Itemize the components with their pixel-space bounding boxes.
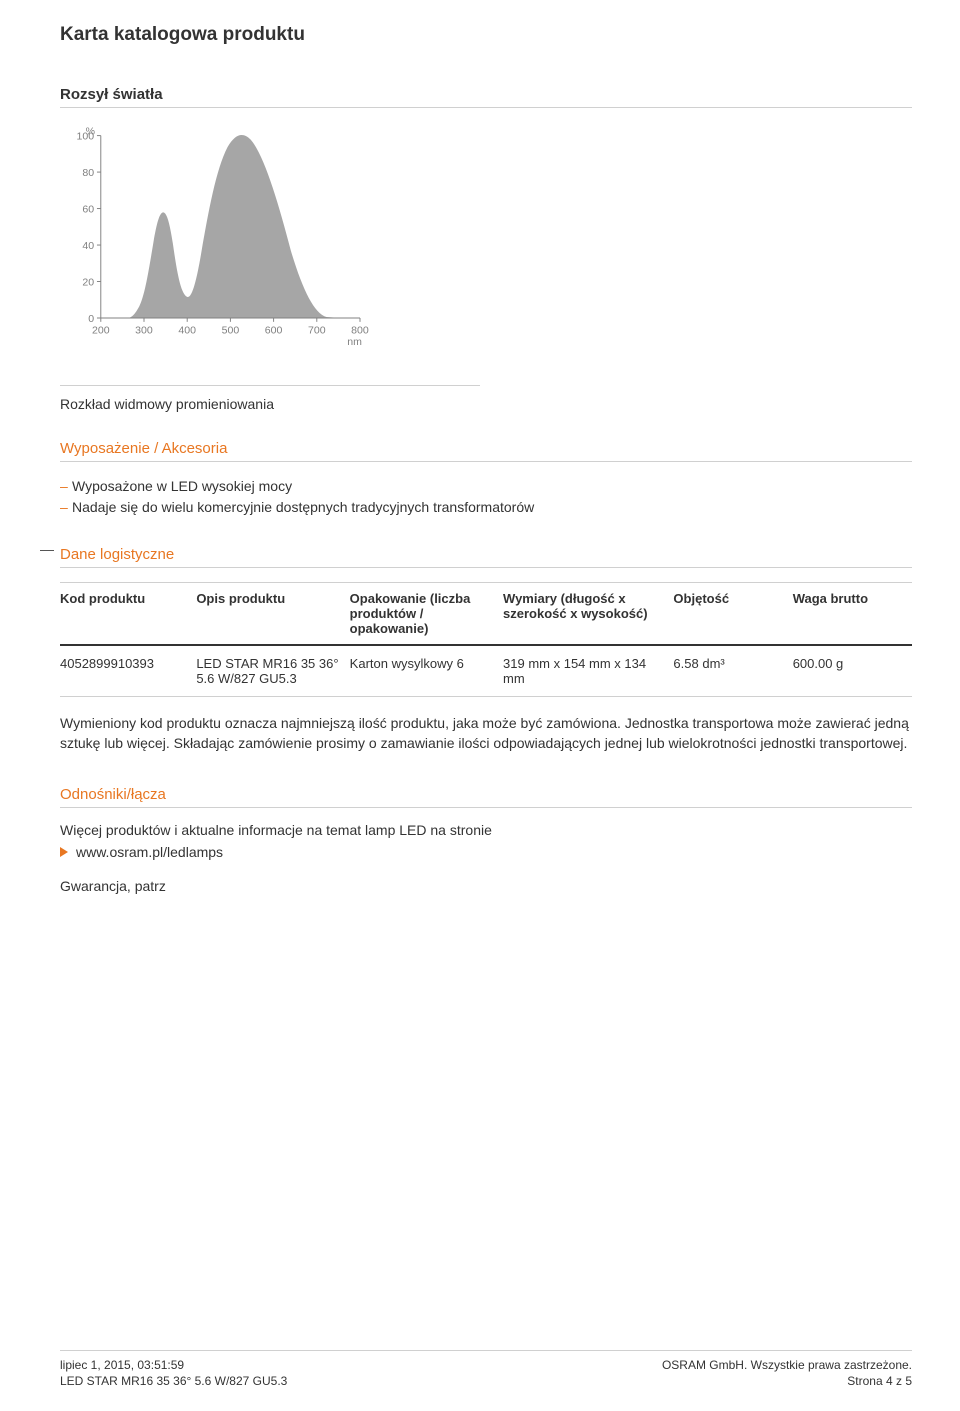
svg-text:600: 600 (265, 324, 283, 336)
page-content: Karta katalogowa produktu Rozsył światła… (0, 0, 960, 894)
table-note: Wymieniony kod produktu oznacza najmniej… (60, 713, 912, 754)
list-item: Wyposażone w LED wysokiej mocy (60, 476, 912, 497)
svg-text:%: % (86, 126, 95, 138)
page-footer: lipiec 1, 2015, 03:51:59 LED STAR MR16 3… (60, 1350, 912, 1389)
svg-text:300: 300 (135, 324, 153, 336)
svg-text:nm: nm (347, 336, 362, 348)
svg-text:500: 500 (222, 324, 240, 336)
spectrum-chart: 020406080100%200300400500600700800nm (60, 126, 912, 371)
svg-text:40: 40 (82, 240, 94, 252)
svg-text:400: 400 (178, 324, 196, 336)
td-opis: LED STAR MR16 35 36° 5.6 W/827 GU5.3 (196, 645, 349, 697)
footer-rights: OSRAM GmbH. Wszystkie prawa zastrzeżone. (662, 1357, 912, 1373)
page-title: Karta katalogowa produktu (60, 24, 912, 46)
th-wym: Wymiary (długość x szerokość x wysokość) (503, 583, 673, 646)
link-text: www.osram.pl/ledlamps (76, 844, 223, 860)
accessories-list: Wyposażone w LED wysokiej mocy Nadaje si… (60, 476, 912, 518)
footer-product: LED STAR MR16 35 36° 5.6 W/827 GU5.3 (60, 1373, 287, 1389)
footer-right: OSRAM GmbH. Wszystkie prawa zastrzeżone.… (662, 1357, 912, 1389)
td-opak: Karton wysylkowy 6 (350, 645, 503, 697)
chart-caption-rule (60, 385, 480, 386)
td-obj: 6.58 dm³ (673, 645, 792, 697)
logistics-table: Kod produktu Opis produktu Opakowanie (l… (60, 582, 912, 697)
svg-text:20: 20 (82, 276, 94, 288)
th-obj: Objętość (673, 583, 792, 646)
td-waga: 600.00 g (793, 645, 912, 697)
svg-text:800: 800 (351, 324, 369, 336)
td-wym: 319 mm x 154 mm x 134 mm (503, 645, 673, 697)
section-rozsyl-swiatla: Rozsył światła (60, 86, 912, 108)
svg-text:60: 60 (82, 203, 94, 215)
section-odnosniki: Odnośniki/łącza (60, 786, 912, 808)
svg-text:700: 700 (308, 324, 326, 336)
list-item: Nadaje się do wielu komercyjnie dostępny… (60, 497, 912, 518)
section-dane-logistyczne: Dane logistyczne (60, 546, 912, 568)
margin-tick (40, 550, 54, 551)
chart-caption: Rozkład widmowy promieniowania (60, 396, 912, 412)
svg-text:80: 80 (82, 167, 94, 179)
svg-text:0: 0 (88, 313, 94, 325)
table-row: 4052899910393 LED STAR MR16 35 36° 5.6 W… (60, 645, 912, 697)
warranty-text: Gwarancja, patrz (60, 878, 912, 894)
svg-text:200: 200 (92, 324, 110, 336)
td-kod: 4052899910393 (60, 645, 196, 697)
footer-page: Strona 4 z 5 (662, 1373, 912, 1389)
th-opak: Opakowanie (liczba produktów / opakowani… (350, 583, 503, 646)
th-kod: Kod produktu (60, 583, 196, 646)
th-opis: Opis produktu (196, 583, 349, 646)
spectrum-chart-svg: 020406080100%200300400500600700800nm (60, 126, 420, 366)
section-wyposazenie: Wyposażenie / Akcesoria (60, 440, 912, 462)
more-products-text: Więcej produktów i aktualne informacje n… (60, 822, 912, 838)
th-waga: Waga brutto (793, 583, 912, 646)
ledlamps-link[interactable]: www.osram.pl/ledlamps (60, 844, 912, 860)
footer-date: lipiec 1, 2015, 03:51:59 (60, 1357, 287, 1373)
footer-left: lipiec 1, 2015, 03:51:59 LED STAR MR16 3… (60, 1357, 287, 1389)
